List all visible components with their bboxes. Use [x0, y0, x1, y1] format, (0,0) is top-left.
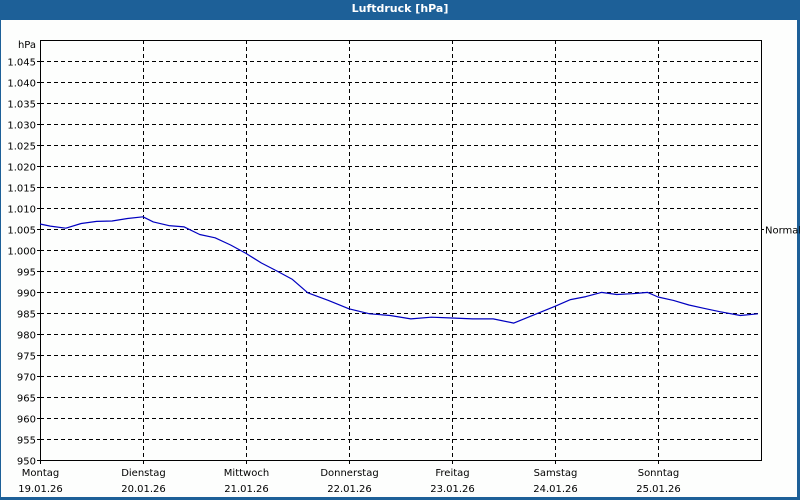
x-tick-date: 23.01.26: [430, 484, 475, 495]
x-tick-date: 20.01.26: [121, 484, 166, 495]
x-tick-date: 25.01.26: [636, 484, 681, 495]
y-tick-label: 965: [17, 394, 36, 405]
y-tick-label: 1.025: [7, 142, 36, 153]
x-tick-day: Dienstag: [121, 468, 166, 479]
x-tick-day: Mittwoch: [224, 468, 269, 479]
x-tick-day: Freitag: [435, 468, 469, 479]
chart-title: Luftdruck [hPa]: [351, 2, 449, 15]
chart-area: [1, 20, 797, 497]
normal-label: Normal: [765, 226, 800, 237]
y-tick-label: 1.035: [7, 100, 36, 111]
x-tick-day: Donnerstag: [320, 468, 378, 479]
x-tick-day: Sonntag: [638, 468, 680, 479]
x-tick-day: Samstag: [534, 468, 578, 479]
pressure-series-line: [39, 216, 758, 324]
y-tick-label: 985: [17, 310, 36, 321]
y-tick-label: 975: [17, 352, 36, 363]
y-tick-label: 950: [17, 457, 36, 468]
y-tick-label: 1.040: [7, 79, 36, 90]
y-tick-label: 1.000: [7, 247, 36, 258]
y-tick-label: 990: [17, 289, 36, 300]
y-tick-label: 1.015: [7, 184, 36, 195]
y-tick-label: 995: [17, 268, 36, 279]
y-tick-label: 960: [17, 415, 36, 426]
y-tick-label: 980: [17, 331, 36, 342]
y-tick-label: 1.010: [7, 205, 36, 216]
y-tick-label: 1.030: [7, 121, 36, 132]
y-tick-label: 970: [17, 373, 36, 384]
plot-frame: [40, 40, 762, 461]
x-tick-date: 22.01.26: [327, 484, 372, 495]
y-tick-label: 1.005: [7, 226, 36, 237]
x-tick-day: Montag: [22, 468, 59, 479]
y-tick-label: 1.020: [7, 163, 36, 174]
x-tick-date: 24.01.26: [533, 484, 578, 495]
y-axis-label: hPa: [18, 40, 36, 51]
x-tick-date: 19.01.26: [18, 484, 63, 495]
y-tick-label: 1.045: [7, 58, 36, 69]
x-tick-date: 21.01.26: [224, 484, 269, 495]
y-tick-label: 955: [17, 436, 36, 447]
